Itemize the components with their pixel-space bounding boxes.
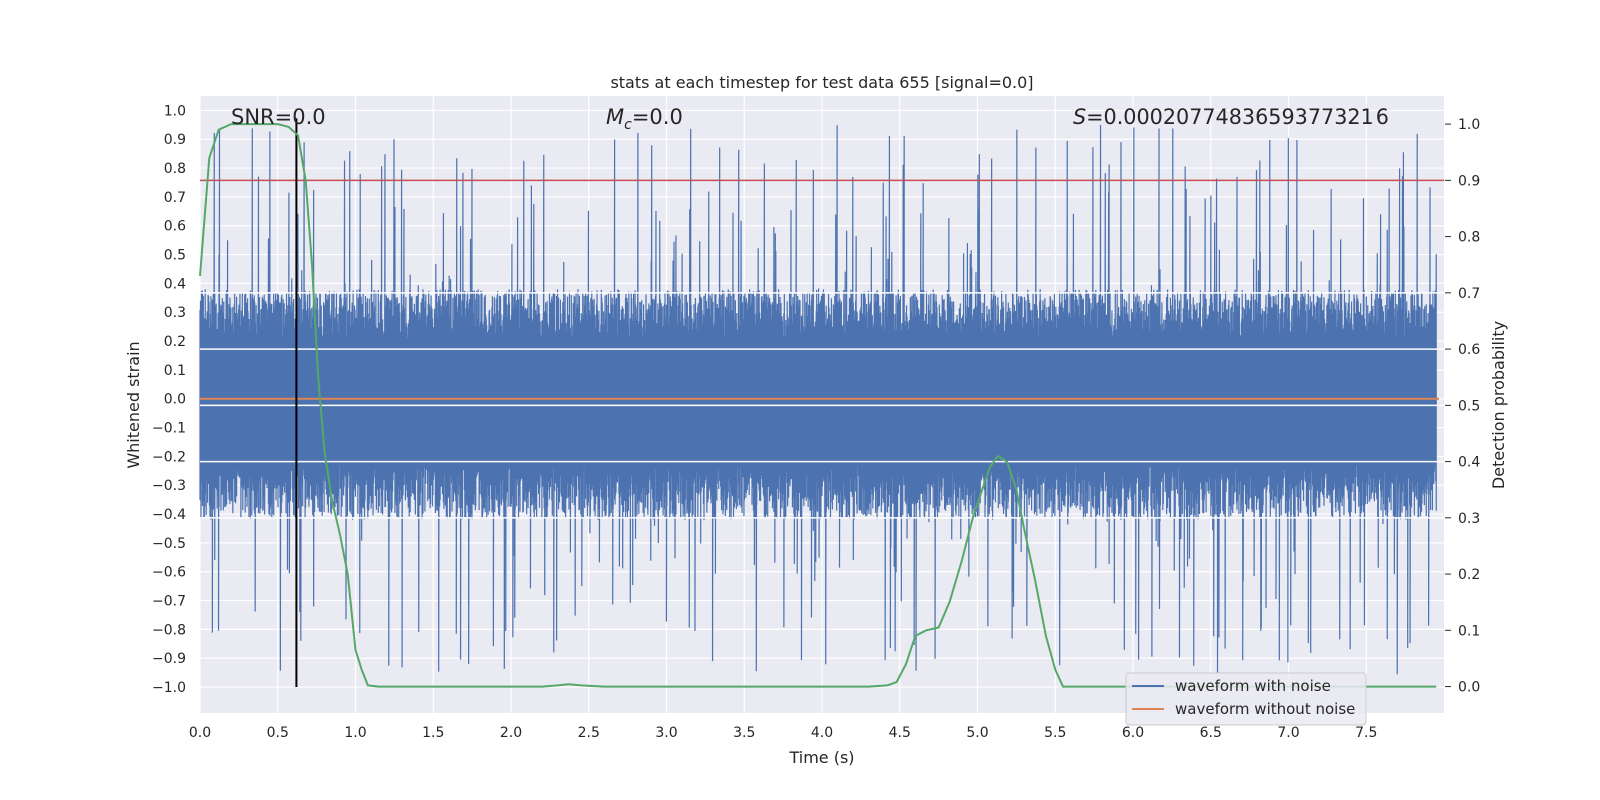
y2-tick-label: 0.0 [1458, 680, 1480, 696]
x-tick-label: 6.0 [1122, 725, 1144, 741]
legend-label-clean: waveform without noise [1175, 700, 1355, 718]
x-tick-label: 5.5 [1044, 725, 1066, 741]
y2-tick-label: 0.2 [1458, 567, 1480, 583]
x-tick-label: 5.0 [966, 725, 988, 741]
y2-tick-label: 0.4 [1458, 455, 1480, 471]
y2-axis-label: Detection probability [1489, 321, 1508, 489]
x-tick-label: 3.5 [733, 725, 755, 741]
legend-label-noisy: waveform with noise [1175, 677, 1331, 695]
y-tick-label: 1.0 [164, 103, 186, 119]
y2-tick-label: 0.6 [1458, 342, 1480, 358]
y2-tick-label: 0.3 [1458, 511, 1480, 527]
mc-value: =0.0 [632, 105, 683, 129]
x-ticks: 0.0 0.5 1.0 1.5 2.0 2.5 3.0 3.5 4.0 4.5 5.0 5.5 6.0 6… [189, 725, 1378, 741]
x-tick-label: 0.5 [267, 725, 289, 741]
y-tick-label: −1.0 [152, 680, 186, 696]
y-tick-label: 0.5 [164, 248, 186, 264]
y-tick-label: 0.3 [164, 305, 186, 321]
strain-series [199, 124, 1437, 675]
x-tick-label: 2.5 [578, 725, 600, 741]
y2-tick-label: 0.8 [1458, 230, 1480, 246]
y-ticks: 1.0 0.9 0.8 0.7 0.6 0.5 0.4 0.3 0.2 0.1 0.0 −0.1 −0.… [152, 103, 186, 696]
chirp-mass-annotation: Mc=0.0 [606, 105, 683, 133]
s-annotation: S=0.0002077483659377321 6 [1073, 105, 1389, 129]
y-tick-label: 0.9 [164, 132, 186, 148]
x-tick-label: 1.5 [422, 725, 444, 741]
y-tick-label: −0.1 [152, 421, 186, 437]
y2-ticks: 1.0 0.9 0.8 0.7 0.6 0.5 0.4 0.3 0.2 0.1 0.0 [1445, 117, 1480, 696]
y-tick-label: 0.0 [164, 392, 186, 408]
s-value: =0.0002077483659377321 6 [1086, 105, 1389, 129]
y-tick-label: −0.4 [152, 507, 186, 523]
x-tick-label: 1.0 [344, 725, 366, 741]
legend: waveform with noise waveform without noi… [1125, 672, 1367, 726]
y-tick-label: −0.3 [152, 478, 186, 494]
x-tick-label: 0.0 [189, 725, 211, 741]
mc-subscript: c [624, 117, 632, 133]
y-tick-label: 0.6 [164, 219, 186, 235]
y2-tick-label: 0.1 [1458, 623, 1480, 639]
waveform-with-noise-line [199, 124, 1437, 675]
x-axis-label: Time (s) [788, 748, 854, 767]
y-tick-label: 0.2 [164, 334, 186, 350]
y-tick-label: 0.8 [164, 161, 186, 177]
y-tick-label: −0.8 [152, 622, 186, 638]
x-tick-label: 3.0 [655, 725, 677, 741]
y-tick-label: −0.5 [152, 536, 186, 552]
detection-probability-line [199, 123, 1437, 688]
overlays [199, 118, 1444, 688]
s-symbol: S [1073, 105, 1086, 129]
x-tick-label: 6.5 [1200, 725, 1222, 741]
chart-title: stats at each timestep for test data 655… [610, 73, 1033, 92]
y-tick-label: −0.6 [152, 565, 186, 581]
y2-tick-label: 0.5 [1458, 398, 1480, 414]
y2-tick-label: 0.9 [1458, 173, 1480, 189]
mc-symbol: M [606, 105, 624, 129]
y-tick-label: 0.1 [164, 363, 186, 379]
y2-tick-label: 0.7 [1458, 286, 1480, 302]
y-tick-label: 0.7 [164, 190, 186, 206]
y-tick-label: −0.2 [152, 449, 186, 465]
x-tick-label: 7.5 [1355, 725, 1377, 741]
x-tick-label: 4.0 [811, 725, 833, 741]
y-tick-label: 0.4 [164, 276, 186, 292]
x-tick-label: 2.0 [500, 725, 522, 741]
legend-box [1125, 672, 1367, 726]
y2-tick-label: 1.0 [1458, 117, 1480, 133]
y-tick-label: −0.9 [152, 651, 186, 667]
y-tick-label: −0.7 [152, 594, 186, 610]
x-tick-label: 7.0 [1277, 725, 1299, 741]
snr-annotation: SNR=0.0 [231, 105, 326, 129]
x-tick-label: 4.5 [889, 725, 911, 741]
y-axis-label: Whitened strain [124, 341, 143, 468]
